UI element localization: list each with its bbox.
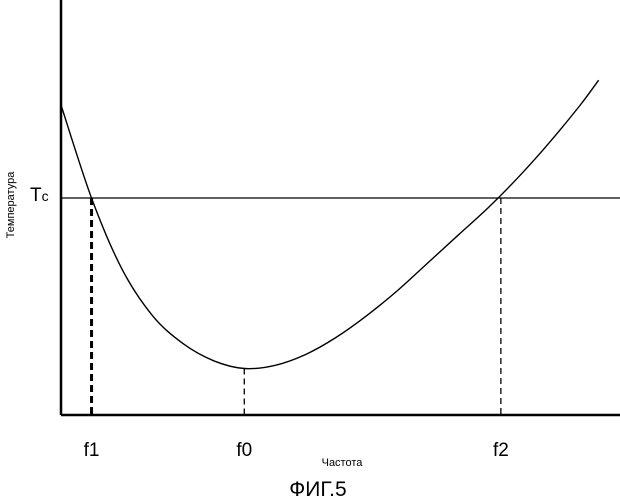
figure-label: ФИГ.5 xyxy=(289,478,346,500)
y-axis-label: Температура xyxy=(5,171,17,239)
threshold-label-main: T xyxy=(30,185,42,206)
x-tick-label-f2: f2 xyxy=(493,440,509,461)
x-tick-label-f1: f1 xyxy=(84,440,100,461)
threshold-label: Tc xyxy=(30,185,49,206)
x-axis-label: Частота xyxy=(322,457,364,469)
threshold-label-sub: c xyxy=(42,188,49,204)
temperature-curve xyxy=(61,80,599,369)
x-tick-label-f0: f0 xyxy=(236,440,252,461)
plot-area xyxy=(61,0,620,415)
